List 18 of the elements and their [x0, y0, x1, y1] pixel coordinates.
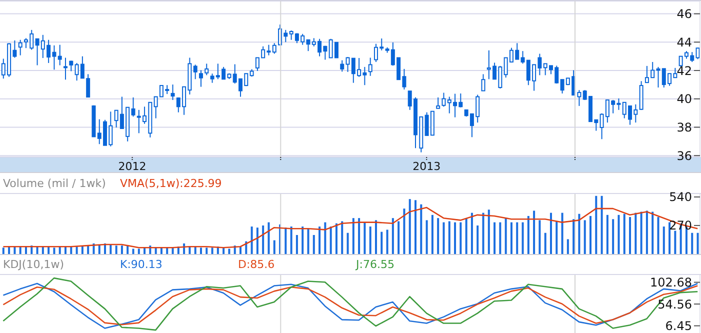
y-tick-label: 36	[676, 148, 692, 163]
text: J:76.55	[356, 258, 396, 271]
y-tick-label: 102.68	[650, 276, 692, 290]
y-tick-label: 46	[676, 7, 692, 22]
x-tick-label: 2012	[118, 160, 146, 173]
y-tick-label: 6.45	[665, 319, 692, 333]
text: VMA(5,1w):225.99	[120, 176, 223, 190]
series-label: D:85.6	[238, 258, 276, 271]
y-tick-label: 38	[676, 120, 692, 134]
y-tick-label: 44	[676, 35, 692, 50]
y-tick-label: 42	[676, 64, 692, 78]
series-label: K:90.13	[120, 258, 164, 271]
chart-title: Volume (mil / 1wk)	[2, 176, 107, 190]
chart-title: KDJ(10,1w)	[2, 258, 65, 271]
x-tick-label: 2013	[412, 160, 441, 173]
y-tick-label: 40	[676, 92, 692, 106]
y-tick-label: 54.56	[658, 297, 692, 312]
y-tick-label: 540	[669, 190, 692, 204]
